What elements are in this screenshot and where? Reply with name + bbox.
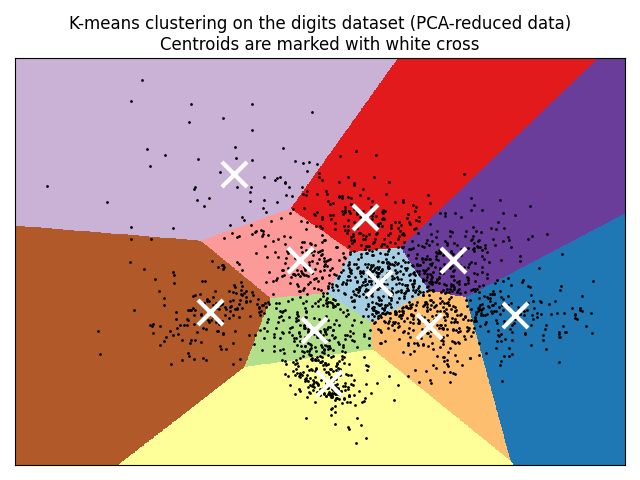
Point — [308, 326, 319, 334]
Point — [448, 256, 458, 264]
Point — [205, 308, 215, 315]
Point — [360, 214, 371, 221]
Point — [324, 380, 335, 387]
Point — [424, 322, 434, 330]
Point — [295, 256, 305, 264]
Point — [229, 170, 239, 178]
Title: K-means clustering on the digits dataset (PCA-reduced data)
Centroids are marked: K-means clustering on the digits dataset… — [69, 15, 571, 54]
Point — [510, 311, 520, 319]
Point — [374, 279, 384, 287]
